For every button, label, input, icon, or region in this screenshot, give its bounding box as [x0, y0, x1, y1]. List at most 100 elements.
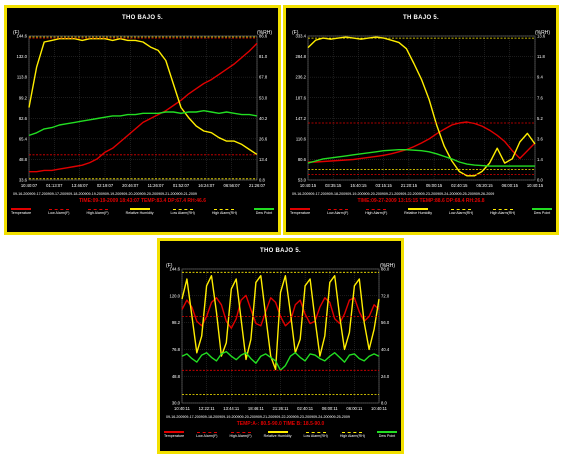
y-left-label: (F) [13, 30, 20, 36]
x-tick-label: 02:40:15 [451, 183, 468, 188]
legend-item-relative-humidity: Relative Humidity [126, 208, 154, 215]
y-left-tick: 48.8 [19, 157, 28, 162]
y-left-tick: 236.2 [296, 75, 307, 80]
legend-label: Temperature [290, 211, 311, 215]
legend-swatch [492, 209, 513, 210]
chart-panel-2: TH BAJO 5. (F) (%RH) 333.4 13.6 284.8 11.8 2… [283, 5, 559, 235]
y-right-tick: 3.6 [537, 136, 543, 141]
x-tick-label: 12:22:11 [199, 406, 216, 411]
legend-item-high-alarm-rh: High Alarm(RH) [212, 209, 237, 215]
y-left-tick: 187.6 [296, 95, 307, 100]
x-tick-label: 01:52:07 [173, 183, 190, 188]
y-right-tick: 8.0 [381, 401, 387, 406]
y-left-tick: 144.6 [17, 34, 28, 39]
plot-area [307, 35, 536, 181]
legend-item-high-alarm-f: High Alarm(F) [229, 432, 252, 438]
legend-swatch [11, 208, 32, 210]
y-left-tick: 284.8 [296, 54, 307, 59]
legend-label: High Alarm(RH) [489, 211, 516, 215]
legend-label: Temperature [164, 434, 185, 438]
y-left-tick: 48.8 [172, 374, 181, 379]
series-line-relative-humidity [28, 38, 258, 156]
legend-swatch [253, 208, 274, 210]
legend-item-relative-humidity: Relative Humidity [404, 208, 432, 215]
y-left-label: (F) [292, 30, 299, 36]
x-tick-label: 05:00:15 [426, 183, 443, 188]
y-left-tick: 144.6 [170, 267, 181, 272]
legend-item-high-alarm-f: High Alarm(F) [86, 209, 109, 215]
legend-item-high-alarm-rh: High Alarm(RH) [340, 432, 365, 438]
x-dates: 09-16-200909-17-200909-17-200909-18-2009… [13, 192, 197, 196]
series-line-temperature [308, 121, 536, 163]
x-tick-label: 13:44:11 [223, 406, 240, 411]
x-tick-label: 06:00:11 [346, 406, 363, 411]
legend-swatch [290, 208, 311, 210]
y-right-tick: 13.4 [259, 157, 268, 162]
legend-label: High Alarm(F) [86, 211, 109, 215]
legend-item-dew-point: Dew Point [253, 208, 274, 215]
y-left-tick: 30.0 [172, 401, 181, 406]
legend-swatch [164, 431, 185, 433]
x-tick-label: 02:19:07 [97, 183, 114, 188]
x-tick-label: 10:40:11 [371, 406, 388, 411]
x-dates: 09-16-200909-17-200909-18-200909-19-2009… [292, 192, 495, 196]
legend-label: Low Alarm(RH) [303, 434, 328, 438]
y-right-label: (%RH) [535, 30, 550, 36]
x-dates: 09-16-200909-17-200909-18-200909-19-2009… [166, 415, 350, 419]
chart-panel-3: THO BAJO 5. (F) (%RH) 144.6 88.0 120.0 72.0… [157, 238, 404, 454]
legend-item-temperature: Temperature [11, 208, 31, 215]
y-left-label: (F) [166, 263, 173, 269]
y-right-tick: 9.4 [537, 75, 543, 80]
legend: Temperature Low Alarm(F) High Alarm(F) Rela… [290, 208, 552, 215]
legend-label: Dew Point [255, 211, 273, 215]
legend-label: Relative Humidity [404, 211, 433, 215]
legend-swatch [87, 209, 108, 210]
legend-swatch [196, 432, 217, 433]
legend-item-low-alarm-rh: Low Alarm(RH) [449, 209, 473, 215]
legend-label: High Alarm(RH) [211, 211, 238, 215]
legend-item-low-alarm-f: Low Alarm(F) [327, 209, 348, 215]
x-tick-label: 10:40:11 [174, 406, 191, 411]
y-right-tick: 67.8 [259, 75, 268, 80]
y-right-tick: 81.0 [259, 54, 268, 59]
legend-label: High Alarm(RH) [339, 434, 366, 438]
y-right-tick: 40.2 [259, 116, 268, 121]
y-left-tick: 80.6 [298, 157, 307, 162]
legend-swatch [342, 432, 363, 433]
series-line-relative-humidity [307, 36, 536, 177]
x-tick-label: 18:46:11 [248, 406, 265, 411]
legend-item-high-alarm-rh: High Alarm(RH) [490, 209, 515, 215]
status-line: TIME:09-19-2009 18:43:07 TEMP:83.4 DP:67… [78, 198, 206, 204]
y-right-label: (%RH) [257, 30, 272, 36]
legend-label: Relative Humidity [125, 211, 154, 215]
legend-label: High Alarm(F) [365, 211, 388, 215]
x-tick-label: 15:40:15 [350, 183, 367, 188]
legend-item-temperature: Temperature [290, 208, 310, 215]
legend-item-low-alarm-f: Low Alarm(F) [196, 432, 218, 438]
plot-svg: 144.6 86.6 132.0 81.0 113.8 67.8 99.2 53.0 82.6 4… [17, 34, 268, 188]
chart-title: THO BAJO 5. [260, 248, 301, 254]
y-right-tick: 0.0 [537, 178, 543, 183]
x-tick-label: 06:00:11 [322, 406, 339, 411]
y-left-tick: 76.8 [172, 347, 181, 352]
legend-item-low-alarm-rh: Low Alarm(RH) [304, 432, 328, 438]
y-left-tick: 82.6 [19, 116, 28, 121]
x-tick-label: 10:40:07 [21, 183, 38, 188]
legend-item-dew-point: Dew Point [531, 208, 552, 215]
chart-panel-1: THO BAJO 5. (F) (%RH) 144.6 86.6 132.0 81.0… [4, 5, 281, 235]
legend-label: Temperature [11, 211, 32, 215]
series-line-relative-humidity [181, 275, 380, 371]
legend-item-dew-point: Dew Point [376, 431, 397, 438]
legend-item-temperature: Temperature [164, 431, 184, 438]
series-line-dew-point [307, 148, 535, 167]
y-right-tick: 11.8 [537, 54, 546, 59]
legend-label: Low Alarm(RH) [170, 211, 195, 215]
legend-label: Low Alarm(RH) [448, 211, 474, 215]
y-left-tick: 120.0 [170, 293, 181, 298]
plot-area [28, 35, 258, 181]
x-tick-label: 21:20:15 [401, 183, 418, 188]
legend-label: Relative Humidity [263, 434, 292, 438]
legend-swatch [48, 209, 69, 210]
y-right-tick: 1.4 [537, 157, 543, 162]
status-line: TEMP:A-: 80.5-90.0 TIME B: 18.5-90.0 [236, 421, 325, 427]
